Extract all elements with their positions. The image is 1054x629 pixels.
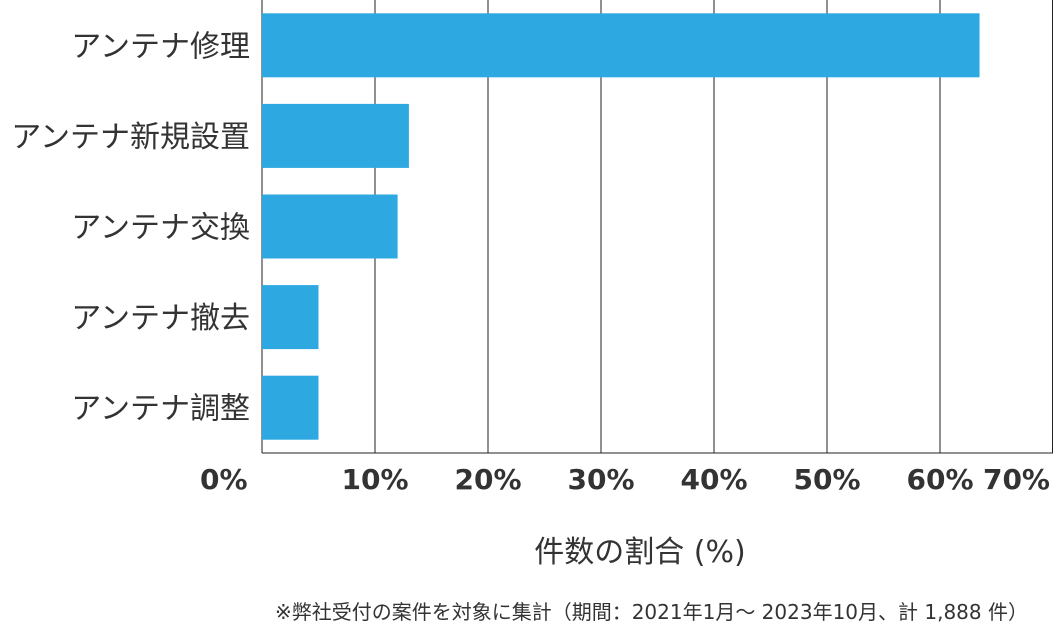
tick-label-70: 70% <box>983 463 1050 496</box>
bar-5 <box>262 375 319 440</box>
tick-label-0: 0% <box>200 463 248 496</box>
tick-label-20: 20% <box>454 463 521 496</box>
tick-label-30: 30% <box>567 463 634 496</box>
category-label-3: アンテナ交換 <box>71 211 250 246</box>
tick-label-10: 10% <box>341 463 408 496</box>
x-axis-title: 件数の割合 (%) <box>534 535 745 570</box>
category-label-4: アンテナ撤去 <box>71 301 250 336</box>
tick-labels: 0% 10% 20% 30% 40% 50% 60% 70% <box>200 463 1050 496</box>
category-label-2: アンテナ新規設置 <box>11 120 250 155</box>
bar-2 <box>262 103 409 168</box>
category-label-5: アンテナ調整 <box>71 392 250 427</box>
bars <box>262 13 980 440</box>
bar-1 <box>262 13 980 78</box>
category-label-1: アンテナ修理 <box>71 29 250 64</box>
footnote: ※弊社受付の案件を対象に集計（期間：2021年1月～ 2023年10月、計 1,… <box>274 600 1028 624</box>
tick-label-60: 60% <box>906 463 973 496</box>
bar-4 <box>262 285 319 350</box>
bar-3 <box>262 194 398 259</box>
tick-label-40: 40% <box>680 463 747 496</box>
tick-label-50: 50% <box>793 463 860 496</box>
